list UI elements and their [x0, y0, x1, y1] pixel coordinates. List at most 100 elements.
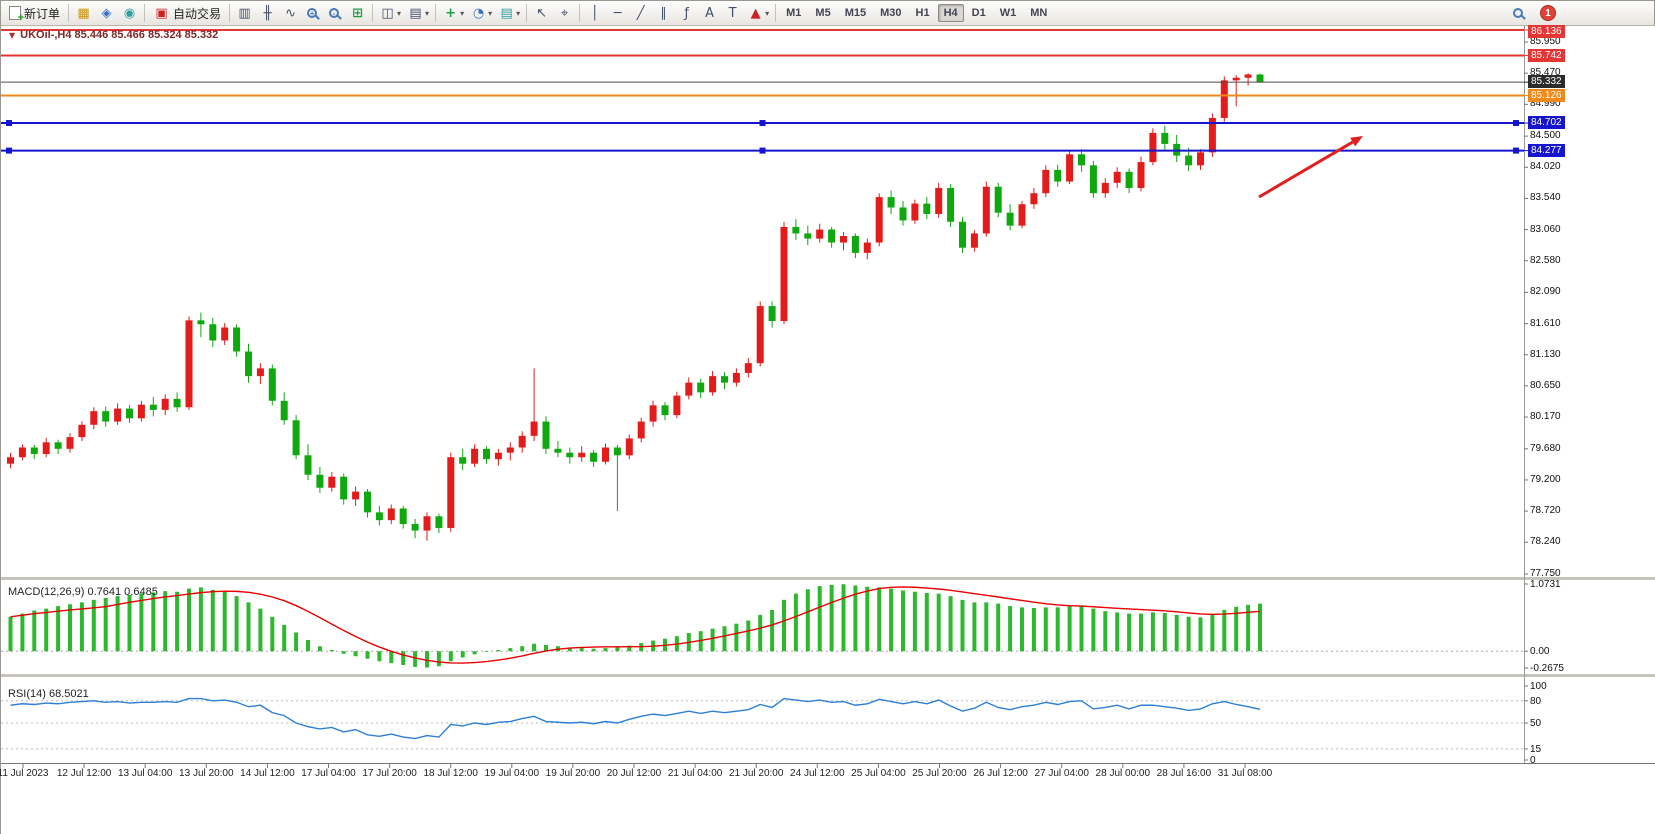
candle-body — [328, 476, 336, 488]
price-marker: 86.136 — [1528, 25, 1565, 38]
price-tick-label: 79.200 — [1530, 473, 1561, 485]
templates-button[interactable]: ▤ ▾ — [495, 3, 523, 24]
market-watch-icon: ▦ — [77, 5, 90, 21]
shapes-button[interactable]: ▲ ▾ — [744, 3, 772, 24]
candle-body — [709, 376, 717, 393]
candle-body — [851, 236, 859, 253]
arrange-windows-button[interactable]: ◫ ▾ — [376, 3, 404, 24]
price-tick-label: 85.470 — [1530, 67, 1561, 79]
new-order-button[interactable]: 新订单 — [4, 3, 65, 24]
search-button[interactable] — [1508, 3, 1530, 24]
candle-body — [935, 188, 943, 214]
tile-windows-button[interactable]: ⊞ — [346, 3, 369, 24]
market-watch-button[interactable]: ▦ — [72, 3, 95, 24]
panel-splitter[interactable] — [1, 674, 1655, 677]
line-handle[interactable] — [6, 147, 12, 154]
terminal-button[interactable]: ◉ — [118, 3, 141, 24]
periods-button[interactable]: ◔ ▾ — [467, 3, 495, 24]
price-tick-label: 85.950 — [1530, 36, 1561, 48]
timeframe-mn[interactable]: MN — [1024, 4, 1053, 22]
candle-body — [161, 398, 169, 410]
notification-badge[interactable]: 1 — [1540, 5, 1556, 21]
horizontal-line-button[interactable]: ─ — [606, 3, 629, 24]
timeframe-d1[interactable]: D1 — [966, 4, 992, 22]
arrow-annotation[interactable] — [1258, 140, 1354, 199]
price-tick-label: 77.750 — [1530, 568, 1561, 579]
chart-window[interactable]: ▼ UKOil-,H4 85.446 85.466 85.324 85.332 … — [0, 25, 1655, 834]
text-tool-button[interactable]: A — [698, 3, 721, 24]
price-tick-label: 81.610 — [1530, 317, 1561, 329]
timeframe-h4[interactable]: H4 — [937, 4, 964, 22]
rsi-label: RSI(14) 68.5021 — [8, 688, 89, 700]
text-label-button[interactable]: T — [721, 3, 744, 24]
candle-body — [887, 197, 895, 208]
line-handle[interactable] — [759, 120, 766, 127]
candle-body — [1030, 193, 1038, 205]
timeframe-h1[interactable]: H1 — [910, 4, 936, 22]
templates-icon: ▤ — [500, 5, 513, 21]
channel-button[interactable]: ∥ — [652, 3, 675, 24]
line-handle[interactable] — [1513, 120, 1519, 127]
dropdown-arrow-icon: ▾ — [425, 8, 430, 18]
candle-body — [1113, 171, 1121, 183]
profiles-button[interactable]: ▤ ▾ — [404, 3, 432, 24]
timeframe-m15[interactable]: M15 — [839, 4, 872, 22]
channel-icon: ∥ — [660, 5, 667, 21]
candle-body — [923, 203, 931, 214]
candle-body — [483, 448, 490, 460]
candle-body — [566, 452, 574, 458]
candle-body — [1006, 212, 1014, 226]
candle-body — [1018, 204, 1026, 226]
candle-body — [578, 452, 586, 458]
timeframe-m30[interactable]: M30 — [874, 4, 907, 22]
timeframe-w1[interactable]: W1 — [994, 4, 1023, 22]
candle-body — [399, 508, 407, 525]
autotrading-icon: ▣ — [155, 5, 168, 21]
chart-header-text: UKOil-,H4 85.446 85.466 85.324 85.332 — [20, 29, 219, 41]
price-tick-label: 80.650 — [1530, 379, 1561, 391]
terminal-icon: ◉ — [123, 5, 136, 21]
one-click-trading-toggle[interactable]: ▼ — [9, 30, 16, 40]
navigator-button[interactable]: ◈ — [95, 3, 118, 24]
candlestick-chart-button[interactable]: ╫ — [256, 3, 279, 24]
candle-body — [137, 404, 145, 419]
timeframe-m5[interactable]: M5 — [809, 4, 836, 22]
line-handle[interactable] — [759, 147, 766, 154]
dropdown-arrow-icon: ▾ — [460, 8, 465, 18]
vertical-line-button[interactable]: │ — [583, 3, 606, 24]
zoom-in-button[interactable]: + — [302, 3, 324, 24]
panel-splitter[interactable] — [1, 577, 1655, 580]
candle-body — [221, 327, 229, 341]
candle-body — [1137, 162, 1145, 189]
timeframe-m1[interactable]: M1 — [780, 4, 807, 22]
arrow-annotation-head[interactable] — [1350, 136, 1363, 147]
search-icon — [1513, 8, 1523, 18]
bar-chart-button[interactable]: ▥ — [233, 3, 256, 24]
candle-body — [340, 476, 348, 500]
candle-body — [494, 452, 502, 460]
trendline-button[interactable]: ╱ — [629, 3, 652, 24]
line-handle[interactable] — [6, 120, 12, 127]
price-scale[interactable]: 85.950 85.470 84.990 84.500 84.020 83.540 83.0… — [1525, 25, 1655, 786]
zoom-out-button[interactable]: - — [324, 3, 346, 24]
line-handle[interactable] — [1513, 147, 1519, 154]
autotrading-button[interactable]: ▣ 自动交易 — [148, 3, 226, 24]
vertical-line-icon: │ — [590, 5, 599, 21]
candle-body — [102, 411, 110, 422]
candle-body — [613, 447, 621, 456]
candle-body — [661, 405, 669, 416]
line-chart-button[interactable]: ∿ — [279, 3, 302, 24]
cursor-button[interactable]: ↖ — [530, 3, 553, 24]
periods-icon: ◔ — [472, 5, 485, 21]
fibonacci-button[interactable]: ƒ — [675, 3, 698, 24]
candle-body — [1256, 74, 1264, 83]
crosshair-button[interactable]: ⌖ — [553, 3, 576, 24]
candle-body — [1149, 132, 1157, 163]
add-indicator-button[interactable]: + ▾ — [439, 3, 467, 24]
macd-signal-line — [10, 586, 1261, 664]
rsi-line — [10, 697, 1261, 740]
candle-body — [268, 368, 276, 401]
tile-windows-icon: ⊞ — [352, 5, 363, 21]
chart-canvas — [1, 26, 1655, 768]
candle-body — [7, 457, 14, 464]
